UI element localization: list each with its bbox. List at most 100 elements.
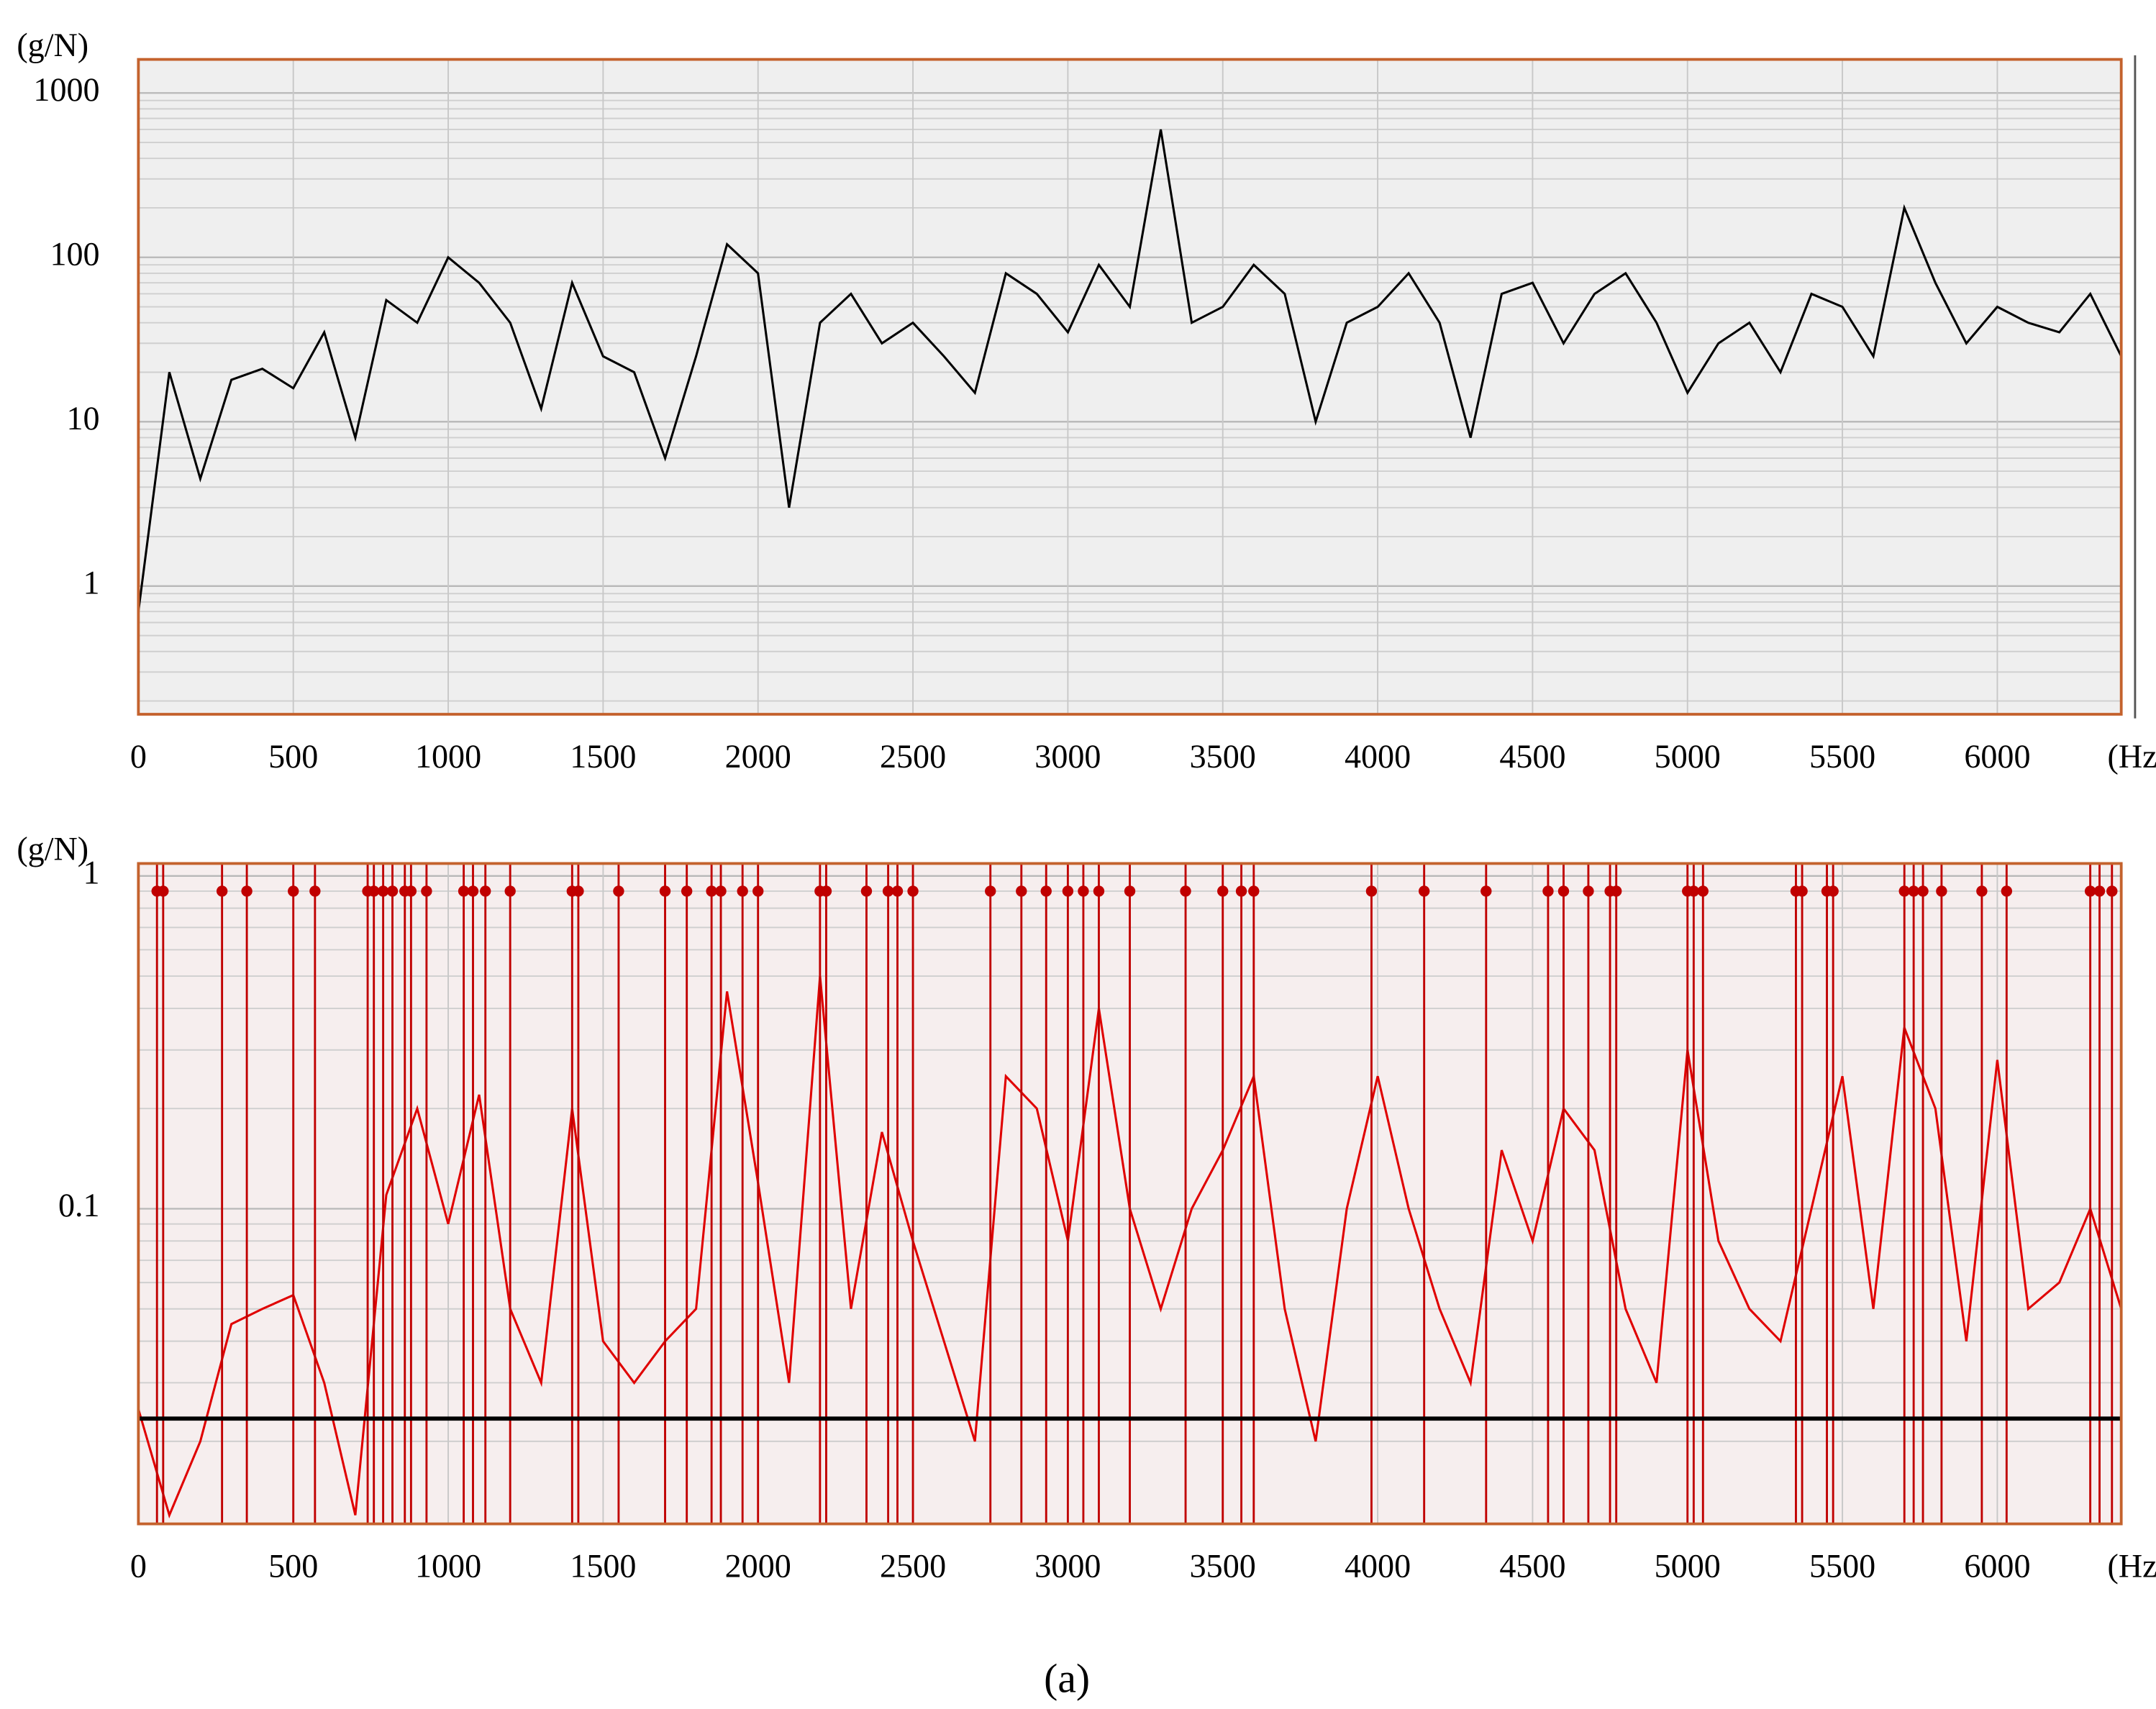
peak-marker [573,885,584,897]
x-tick-label: 1000 [415,738,481,775]
peak-marker [985,885,996,897]
x-tick-label: 2000 [725,738,791,775]
y-tick-label: 1000 [33,71,99,108]
peak-marker [216,885,228,897]
x-tick-label: 500 [268,1548,318,1585]
peak-marker [1611,885,1622,897]
x-axis-label: (Hz) [2108,738,2156,775]
y-axis-label: (g/N) [17,27,88,63]
peak-marker [1248,885,1260,897]
peak-marker [1235,885,1247,897]
peak-marker [882,885,894,897]
peak-marker [1908,885,1919,897]
x-tick-label: 500 [268,738,318,775]
x-tick-label: 4500 [1499,1548,1565,1585]
peak-marker [1217,885,1229,897]
y-tick-label: 100 [50,235,99,272]
x-axis-label: (Hz) [2108,1548,2156,1585]
peak-marker [752,885,764,897]
peak-marker [241,885,253,897]
x-tick-label: 0 [130,738,147,775]
x-tick-label: 3000 [1034,1548,1101,1585]
x-tick-label: 2500 [880,738,946,775]
x-tick-label: 4500 [1499,738,1565,775]
peak-marker [2001,885,2013,897]
peak-marker [1827,885,1839,897]
peak-marker [368,885,380,897]
x-tick-label: 5000 [1655,738,1721,775]
peak-marker [1697,885,1709,897]
peak-marker [1976,885,1988,897]
peak-marker [1557,885,1570,897]
peak-marker [1898,885,1910,897]
plot-frame [137,862,2123,1526]
peak-marker [1093,885,1105,897]
peak-marker [1365,885,1378,897]
peak-marker [158,885,169,897]
x-tick-label: 5500 [1809,1548,1875,1585]
y-tick-label: 1 [83,564,100,601]
peak-marker [288,885,299,897]
peak-marker [1016,885,1027,897]
x-tick-label: 3500 [1190,738,1256,775]
peak-marker [613,885,624,897]
x-tick-label: 1500 [570,738,636,775]
peak-marker [715,885,727,897]
peak-marker [504,885,516,897]
peak-marker [1936,885,1947,897]
x-tick-label: 1500 [570,1548,636,1585]
x-tick-label: 6000 [1964,738,2030,775]
x-tick-label: 5000 [1655,1548,1721,1585]
x-tick-label: 4000 [1345,1548,1411,1585]
plot-area [138,59,2121,715]
peak-marker [1062,885,1074,897]
peak-marker [1418,885,1430,897]
peak-marker [2106,885,2118,897]
y-tick-label: 1 [83,854,100,890]
peak-marker [820,885,832,897]
x-tick-label: 1000 [415,1548,481,1585]
peak-marker [1480,885,1492,897]
peak-marker [467,885,479,897]
y-axis-label: (g/N) [17,831,88,867]
series-line [137,129,2123,612]
peak-marker [1078,885,1089,897]
x-tick-label: 3500 [1190,1548,1256,1585]
peak-marker [1583,885,1594,897]
peak-marker [891,885,904,897]
peak-marker [377,885,389,897]
peak-marker [1796,885,1808,897]
y-tick-label: 0.1 [58,1187,100,1223]
x-tick-label: 5500 [1809,738,1875,775]
x-tick-label: 0 [130,1548,147,1585]
peak-marker [659,885,671,897]
peak-marker [1180,885,1191,897]
y-tick-label: 10 [67,400,100,437]
x-tick-label: 3000 [1034,738,1101,775]
x-tick-label: 2500 [880,1548,946,1585]
peak-marker [1040,885,1052,897]
x-tick-label: 4000 [1345,738,1411,775]
x-tick-label: 2000 [725,1548,791,1585]
peak-marker [907,885,919,897]
peak-marker [421,885,432,897]
peak-marker [480,885,491,897]
peak-marker [706,885,717,897]
plot-frame [137,58,2123,716]
peak-marker [1124,885,1136,897]
peak-marker [681,885,693,897]
caption: (a) [1044,1656,1090,1702]
peak-marker [1917,885,1929,897]
peak-marker [2084,885,2096,897]
x-tick-label: 6000 [1964,1548,2030,1585]
peak-marker [405,885,417,897]
peak-marker [386,885,399,897]
peak-marker [2093,885,2106,897]
peak-marker [1688,885,1700,897]
peak-marker [309,885,321,897]
peak-marker [737,885,748,897]
peak-marker [860,885,873,897]
peak-marker [458,885,470,897]
